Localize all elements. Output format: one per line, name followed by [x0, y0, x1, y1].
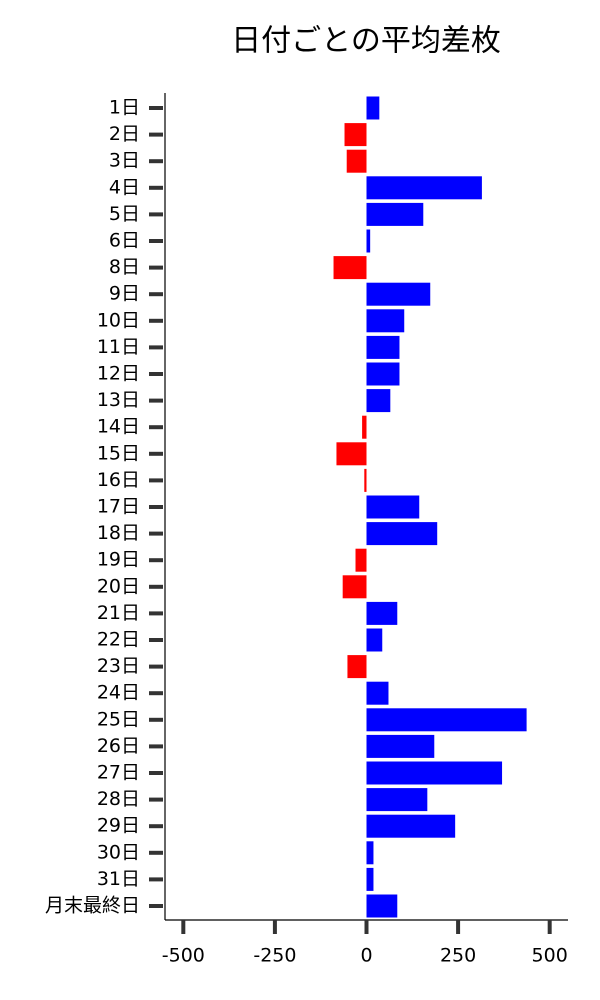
bar — [366, 176, 482, 200]
y-tick-label: 3日 — [109, 150, 140, 172]
y-tick-label: 10日 — [97, 309, 140, 331]
y-tick-label: 6日 — [109, 230, 140, 252]
bar — [366, 335, 400, 359]
y-tick-label: 18日 — [97, 522, 140, 544]
bar — [362, 415, 367, 439]
bar — [366, 814, 456, 838]
y-tick-label: 2日 — [109, 123, 140, 145]
y-tick-label: 21日 — [97, 602, 140, 624]
y-tick-label: 月末最終日 — [45, 895, 140, 917]
bar — [366, 788, 428, 812]
bar — [333, 256, 367, 280]
y-tick-label: 8日 — [109, 256, 140, 278]
y-tick-label: 23日 — [97, 655, 140, 677]
y-tick-label: 16日 — [97, 469, 140, 491]
bar — [366, 761, 503, 785]
y-tick-label: 12日 — [97, 363, 140, 385]
bar — [366, 708, 527, 732]
y-tick-label: 13日 — [97, 389, 140, 411]
y-tick-label: 28日 — [97, 788, 140, 810]
bar — [366, 389, 391, 413]
y-tick-label: 19日 — [97, 549, 140, 571]
y-tick-label: 26日 — [97, 735, 140, 757]
y-tick-label: 22日 — [97, 629, 140, 651]
bar — [366, 628, 383, 652]
y-tick-label: 11日 — [97, 336, 140, 358]
bar — [346, 149, 367, 173]
bar — [366, 522, 438, 546]
chart-title: 日付ごとの平均差枚 — [231, 24, 501, 59]
bar — [366, 601, 398, 625]
bar — [366, 734, 435, 758]
x-tick-label: -500 — [162, 945, 205, 967]
y-tick-label: 29日 — [97, 815, 140, 837]
x-tick-label: -250 — [253, 945, 296, 967]
bar — [366, 495, 420, 519]
y-tick-label: 24日 — [97, 682, 140, 704]
y-tick-label: 31日 — [97, 868, 140, 890]
bar — [366, 894, 398, 918]
bar — [366, 202, 424, 226]
bar — [366, 841, 374, 865]
y-tick-label: 30日 — [97, 841, 140, 863]
y-tick-label: 1日 — [109, 97, 140, 119]
bar — [366, 362, 400, 386]
x-tick-label: 250 — [440, 945, 476, 967]
y-tick-label: 9日 — [109, 283, 140, 305]
bar — [366, 867, 374, 891]
bar — [366, 681, 389, 705]
y-tick-label: 17日 — [97, 496, 140, 518]
y-tick-label: 4日 — [109, 176, 140, 198]
y-tick-label: 15日 — [97, 442, 140, 464]
bar — [347, 655, 367, 679]
x-tick-label: 500 — [532, 945, 568, 967]
bar — [344, 123, 367, 147]
y-tick-label: 20日 — [97, 575, 140, 597]
bar — [366, 282, 431, 306]
bar — [364, 468, 367, 492]
y-tick-label: 14日 — [97, 416, 140, 438]
bar — [366, 309, 405, 333]
bar — [366, 96, 380, 120]
bar — [342, 575, 367, 599]
y-tick-label: 5日 — [109, 203, 140, 225]
bar — [355, 548, 367, 572]
bar — [336, 442, 367, 466]
x-tick-label: 0 — [360, 945, 372, 967]
y-tick-label: 27日 — [97, 762, 140, 784]
bar — [366, 229, 371, 253]
y-tick-label: 25日 — [97, 708, 140, 730]
